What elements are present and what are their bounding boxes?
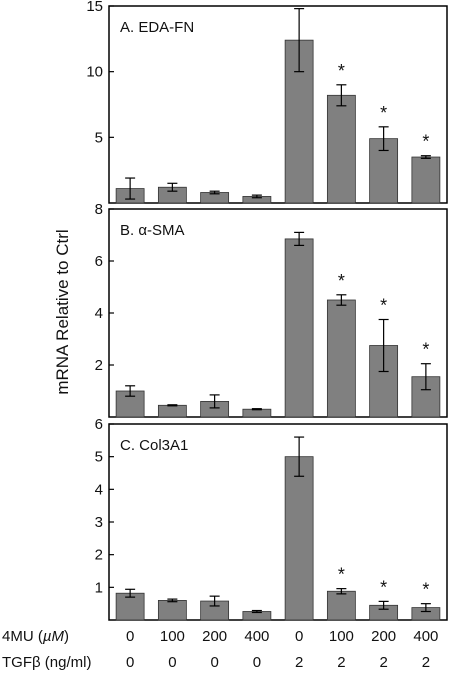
bar [326, 299, 356, 418]
row-label-4mu-unit: µM [43, 628, 65, 645]
y-tick-label: 4 [95, 481, 103, 498]
significance-star: * [422, 580, 429, 600]
y-tick-label: 4 [95, 305, 103, 322]
y-tick-label: 8 [95, 201, 103, 218]
y-tick-label: 5 [95, 449, 103, 466]
chart-panels: 5 10 15 A. EDA-FN * * * 2 4 6 8 B. α-SMA * * * 1 2 3 4 5 6 C.… [86, 0, 448, 621]
significance-star: * [380, 103, 387, 123]
category-label-mu4: 100 [329, 628, 354, 645]
bar [411, 376, 441, 418]
category-label-tgf: 2 [337, 654, 345, 671]
significance-star: * [338, 271, 345, 291]
bar [157, 600, 187, 621]
y-tick-label: 2 [95, 357, 103, 374]
row-label-4mu-prefix: 4MU ( [2, 628, 43, 645]
significance-star: * [338, 565, 345, 585]
row-label-4mu: 4MU (µM) [2, 628, 69, 645]
category-label-tgf: 2 [379, 654, 387, 671]
y-tick-label: 3 [95, 514, 103, 531]
category-rows: 4MU (µM) TGFβ (ng/ml) 0 100 200 400 0 100 200 4… [2, 628, 438, 671]
panel-title: A. EDA-FN [120, 19, 194, 36]
category-label-tgf: 0 [253, 654, 261, 671]
category-label-mu4: 400 [413, 628, 438, 645]
bar [157, 404, 187, 418]
bar [326, 94, 356, 204]
panel-1: 5 10 15 A. EDA-FN * * * [86, 0, 448, 204]
y-tick-label: 1 [95, 579, 103, 596]
bar [284, 238, 314, 418]
significance-star: * [422, 132, 429, 152]
significance-star: * [380, 296, 387, 316]
y-tick-label: 15 [86, 0, 103, 15]
panel-2: 2 4 6 8 B. α-SMA * * * [95, 201, 448, 418]
category-label-tgf: 2 [295, 654, 303, 671]
significance-star: * [380, 577, 387, 597]
category-label-mu4: 0 [295, 628, 303, 645]
category-label-tgf: 0 [210, 654, 218, 671]
category-label-tgf: 2 [422, 654, 430, 671]
significance-star: * [422, 340, 429, 360]
bar [284, 456, 314, 621]
bar [326, 590, 356, 621]
y-axis-label: mRNA Relative to Ctrl [53, 229, 72, 394]
panel-frame [108, 5, 448, 204]
bar [242, 408, 272, 418]
y-tick-label: 6 [95, 416, 103, 433]
panel-title: B. α-SMA [120, 222, 185, 239]
category-label-mu4: 400 [244, 628, 269, 645]
bar [411, 156, 441, 204]
category-label-tgf: 0 [126, 654, 134, 671]
category-label-mu4: 100 [160, 628, 185, 645]
panel-3: 1 2 3 4 5 6 C. Col3A1 * * * [95, 416, 448, 621]
y-tick-label: 10 [86, 64, 103, 81]
y-tick-label: 5 [95, 129, 103, 146]
row-label-4mu-suffix: ) [64, 628, 69, 645]
panel-title: C. Col3A1 [120, 437, 188, 454]
row-label-tgfb: TGFβ (ng/ml) [2, 654, 91, 671]
category-label-tgf: 0 [168, 654, 176, 671]
category-label-mu4: 0 [126, 628, 134, 645]
category-label-mu4: 200 [371, 628, 396, 645]
y-tick-label: 2 [95, 547, 103, 564]
y-tick-label: 6 [95, 253, 103, 270]
significance-star: * [338, 61, 345, 81]
category-label-mu4: 200 [202, 628, 227, 645]
